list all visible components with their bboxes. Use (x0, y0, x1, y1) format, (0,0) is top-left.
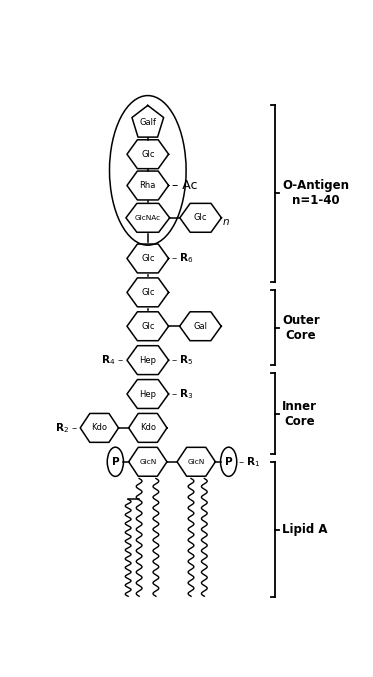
Text: Glc: Glc (141, 322, 154, 331)
Text: Hep: Hep (139, 389, 156, 399)
Text: – R$_1$: – R$_1$ (238, 455, 261, 468)
Text: – R$_3$: – R$_3$ (171, 387, 194, 401)
Text: GlcN: GlcN (139, 459, 156, 465)
Text: Glc: Glc (141, 150, 154, 158)
Text: P: P (225, 457, 232, 466)
Text: – Ac: – Ac (172, 179, 198, 192)
Text: Kdo: Kdo (91, 423, 107, 433)
Text: Glc: Glc (141, 254, 154, 263)
Text: Outer
Core: Outer Core (282, 313, 320, 342)
Text: Lipid A: Lipid A (282, 523, 328, 536)
Text: R$_4$ –: R$_4$ – (101, 353, 125, 367)
Text: Glc: Glc (141, 288, 154, 297)
Text: Glc: Glc (194, 213, 207, 222)
Text: GlcN: GlcN (188, 459, 205, 465)
Text: Kdo: Kdo (140, 423, 156, 433)
Text: Hep: Hep (139, 355, 156, 365)
Text: Rha: Rha (140, 181, 156, 190)
Text: Inner
Core: Inner Core (282, 399, 317, 428)
Text: O-Antigen
n=1-40: O-Antigen n=1-40 (282, 179, 349, 207)
Text: – R$_6$: – R$_6$ (171, 252, 194, 265)
Text: – R$_5$: – R$_5$ (171, 353, 194, 367)
Text: R$_2$ –: R$_2$ – (54, 421, 78, 435)
Text: Gal: Gal (194, 322, 207, 331)
Text: Galf: Galf (139, 118, 156, 127)
Text: GlcNAc: GlcNAc (135, 215, 161, 221)
Text: n: n (223, 217, 229, 227)
Text: P: P (112, 457, 119, 466)
